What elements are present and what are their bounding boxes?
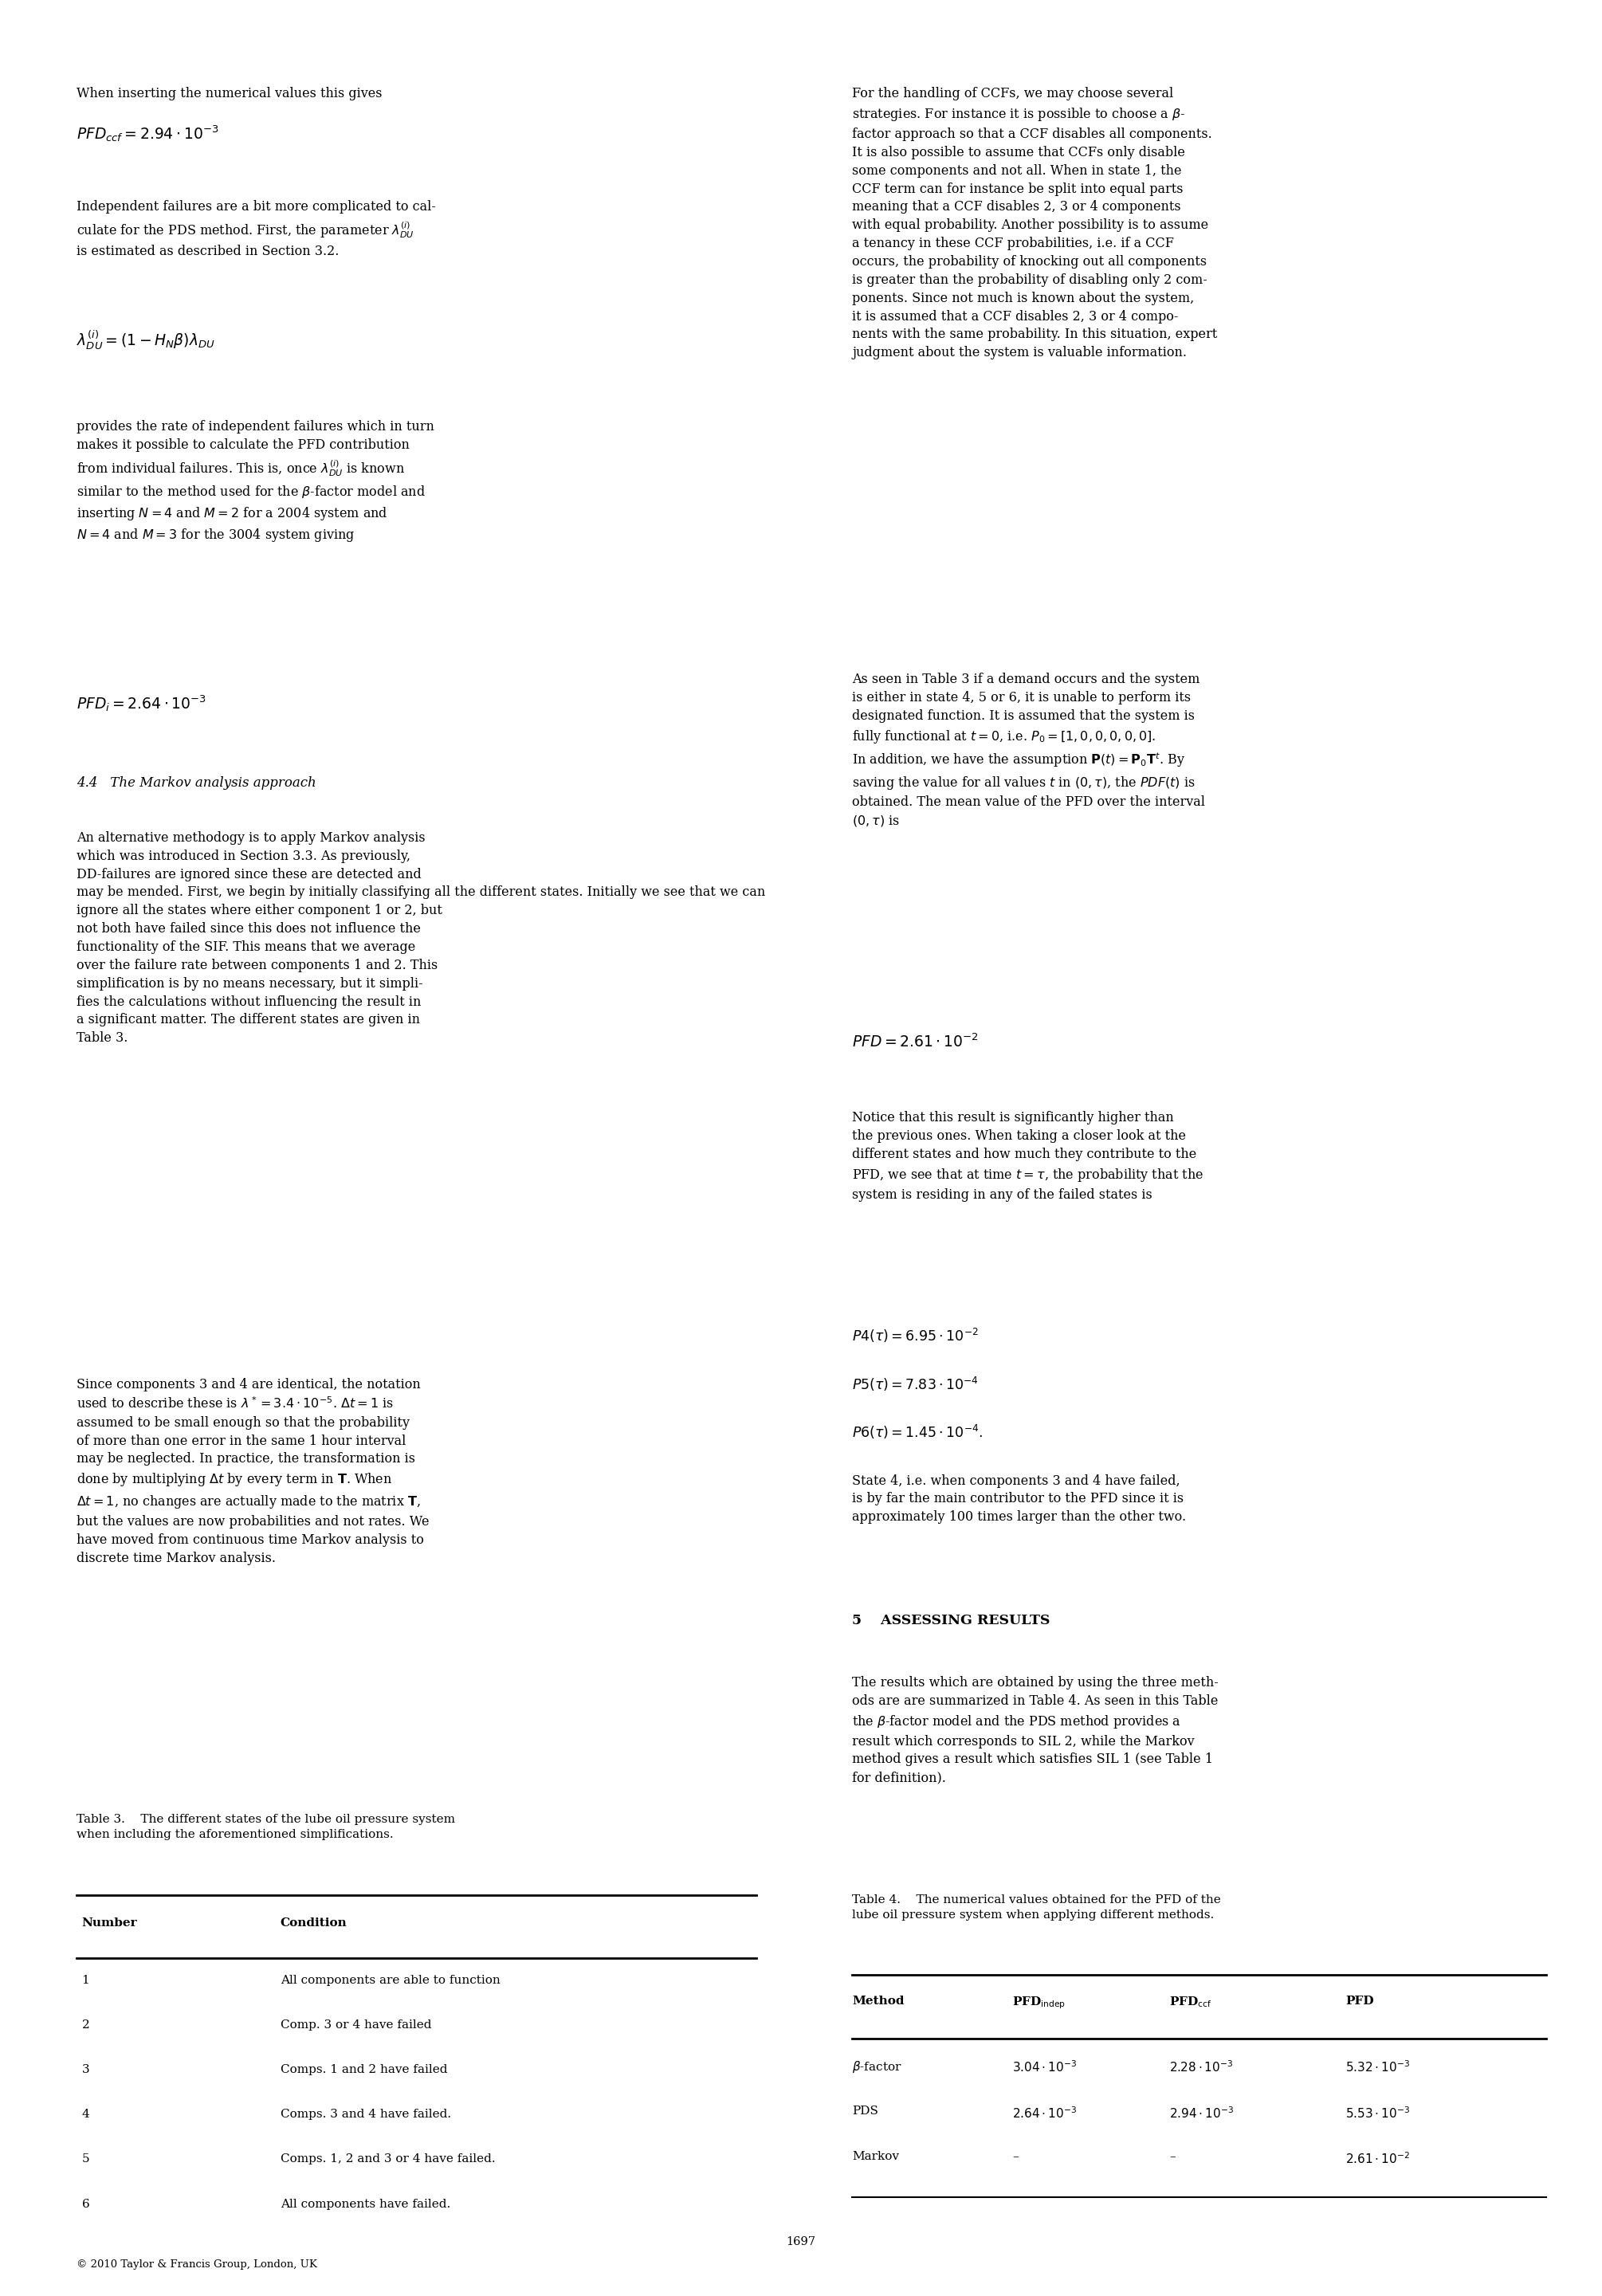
Text: PFD$_{\mathrm{ccf}}$: PFD$_{\mathrm{ccf}}$	[1169, 1995, 1213, 2009]
Text: $\lambda^{(i)}_{DU} = (1 - H_N\beta)\lambda_{DU}$: $\lambda^{(i)}_{DU} = (1 - H_N\beta)\lam…	[77, 328, 215, 351]
Text: $3.04 \cdot 10^{-3}$: $3.04 \cdot 10^{-3}$	[1012, 2060, 1077, 2073]
Text: As seen in Table 3 if a demand occurs and the system
is either in state 4, 5 or : As seen in Table 3 if a demand occurs an…	[852, 673, 1205, 829]
Text: Independent failures are a bit more complicated to cal-
culate for the PDS metho: Independent failures are a bit more comp…	[77, 200, 436, 257]
Text: Table 3.    The different states of the lube oil pressure system
when including : Table 3. The different states of the lub…	[77, 1814, 455, 1839]
Text: $\mathit{PFD}  =  2.61 \cdot 10^{-2}$: $\mathit{PFD} = 2.61 \cdot 10^{-2}$	[852, 1033, 979, 1049]
Text: Method: Method	[852, 1995, 905, 2007]
Text: State 4, i.e. when components 3 and 4 have failed,
is by far the main contributo: State 4, i.e. when components 3 and 4 ha…	[852, 1474, 1187, 1525]
Text: PDS: PDS	[852, 2105, 878, 2117]
Text: The results which are obtained by using the three meth-
ods are are summarized i: The results which are obtained by using …	[852, 1676, 1219, 1784]
Text: PFD$_{\mathrm{indep}}$: PFD$_{\mathrm{indep}}$	[1012, 1995, 1065, 2011]
Text: $\beta$-factor: $\beta$-factor	[852, 2060, 902, 2076]
Text: $P5(\tau)  =  7.83 \cdot 10^{-4}$: $P5(\tau) = 7.83 \cdot 10^{-4}$	[852, 1375, 979, 1394]
Text: 4: 4	[82, 2108, 90, 2119]
Text: $\mathit{PFD}_{ccf} = 2.94 \cdot 10^{-3}$: $\mathit{PFD}_{ccf} = 2.94 \cdot 10^{-3}…	[77, 124, 219, 145]
Text: 5: 5	[82, 2154, 90, 2165]
Text: 6: 6	[82, 2200, 90, 2209]
Text: © 2010 Taylor & Francis Group, London, UK: © 2010 Taylor & Francis Group, London, U…	[77, 2259, 317, 2271]
Text: Markov: Markov	[852, 2151, 899, 2163]
Text: $2.94 \cdot 10^{-3}$: $2.94 \cdot 10^{-3}$	[1169, 2105, 1234, 2119]
Text: $\mathit{PFD}_i = 2.64 \cdot 10^{-3}$: $\mathit{PFD}_i = 2.64 \cdot 10^{-3}$	[77, 693, 207, 714]
Text: $2.61 \cdot 10^{-2}$: $2.61 \cdot 10^{-2}$	[1346, 2151, 1410, 2165]
Text: All components have failed.: All components have failed.	[280, 2200, 450, 2209]
Text: –: –	[1012, 2151, 1019, 2163]
Text: Table 4.    The numerical values obtained for the PFD of the
lube oil pressure s: Table 4. The numerical values obtained f…	[852, 1894, 1221, 1919]
Text: Since components 3 and 4 are identical, the notation
used to describe these is $: Since components 3 and 4 are identical, …	[77, 1378, 429, 1566]
Text: 2: 2	[82, 2020, 90, 2030]
Text: $P6(\tau)  =  1.45 \cdot 10^{-4}.$: $P6(\tau) = 1.45 \cdot 10^{-4}.$	[852, 1424, 984, 1442]
Text: Condition: Condition	[280, 1917, 348, 1929]
Text: 1697: 1697	[787, 2236, 815, 2248]
Text: $2.28 \cdot 10^{-3}$: $2.28 \cdot 10^{-3}$	[1169, 2060, 1234, 2073]
Text: Comp. 3 or 4 have failed: Comp. 3 or 4 have failed	[280, 2020, 431, 2030]
Text: 1: 1	[82, 1975, 90, 1986]
Text: $5.53 \cdot 10^{-3}$: $5.53 \cdot 10^{-3}$	[1346, 2105, 1410, 2119]
Text: $P4(\tau)  =  6.95 \cdot 10^{-2}$: $P4(\tau) = 6.95 \cdot 10^{-2}$	[852, 1327, 979, 1345]
Text: An alternative methodogy is to apply Markov analysis
which was introduced in Sec: An alternative methodogy is to apply Mar…	[77, 831, 766, 1045]
Text: 4.4   The Markov analysis approach: 4.4 The Markov analysis approach	[77, 776, 317, 790]
Text: 5    ASSESSING RESULTS: 5 ASSESSING RESULTS	[852, 1614, 1051, 1628]
Text: Number: Number	[82, 1917, 138, 1929]
Text: Comps. 3 and 4 have failed.: Comps. 3 and 4 have failed.	[280, 2108, 452, 2119]
Text: Notice that this result is significantly higher than
the previous ones. When tak: Notice that this result is significantly…	[852, 1111, 1203, 1201]
Text: provides the rate of independent failures which in turn
makes it possible to cal: provides the rate of independent failure…	[77, 420, 434, 544]
Text: 3: 3	[82, 2064, 90, 2076]
Text: $5.32 \cdot 10^{-3}$: $5.32 \cdot 10^{-3}$	[1346, 2060, 1410, 2073]
Text: For the handling of CCFs, we may choose several
strategies. For instance it is p: For the handling of CCFs, we may choose …	[852, 87, 1218, 360]
Text: PFD: PFD	[1346, 1995, 1375, 2007]
Text: $2.64 \cdot 10^{-3}$: $2.64 \cdot 10^{-3}$	[1012, 2105, 1077, 2119]
Text: –: –	[1169, 2151, 1176, 2163]
Text: Comps. 1, 2 and 3 or 4 have failed.: Comps. 1, 2 and 3 or 4 have failed.	[280, 2154, 495, 2165]
Text: Comps. 1 and 2 have failed: Comps. 1 and 2 have failed	[280, 2064, 447, 2076]
Text: All components are able to function: All components are able to function	[280, 1975, 500, 1986]
Text: When inserting the numerical values this gives: When inserting the numerical values this…	[77, 87, 383, 101]
